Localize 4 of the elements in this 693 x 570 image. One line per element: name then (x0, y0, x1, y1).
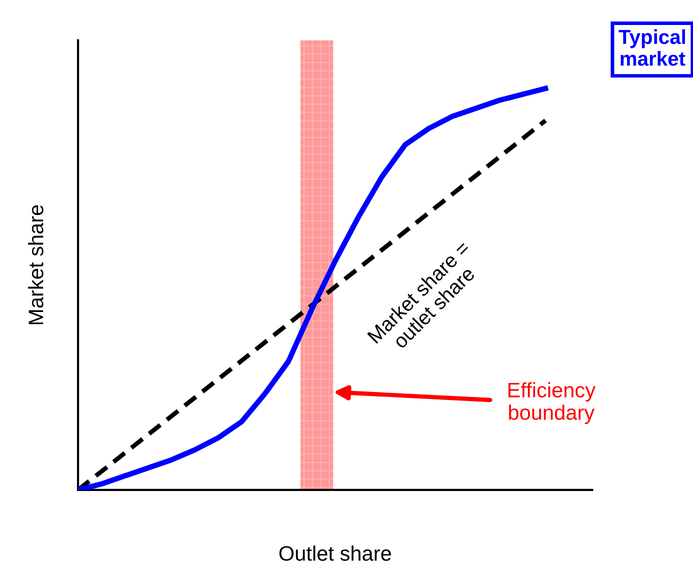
annotation: Efficiency boundary (508, 382, 596, 424)
y-axis-title: Market share (28, 205, 44, 324)
text: Typical market (618, 29, 686, 66)
x-axis-title: Outlet share (279, 546, 391, 561)
